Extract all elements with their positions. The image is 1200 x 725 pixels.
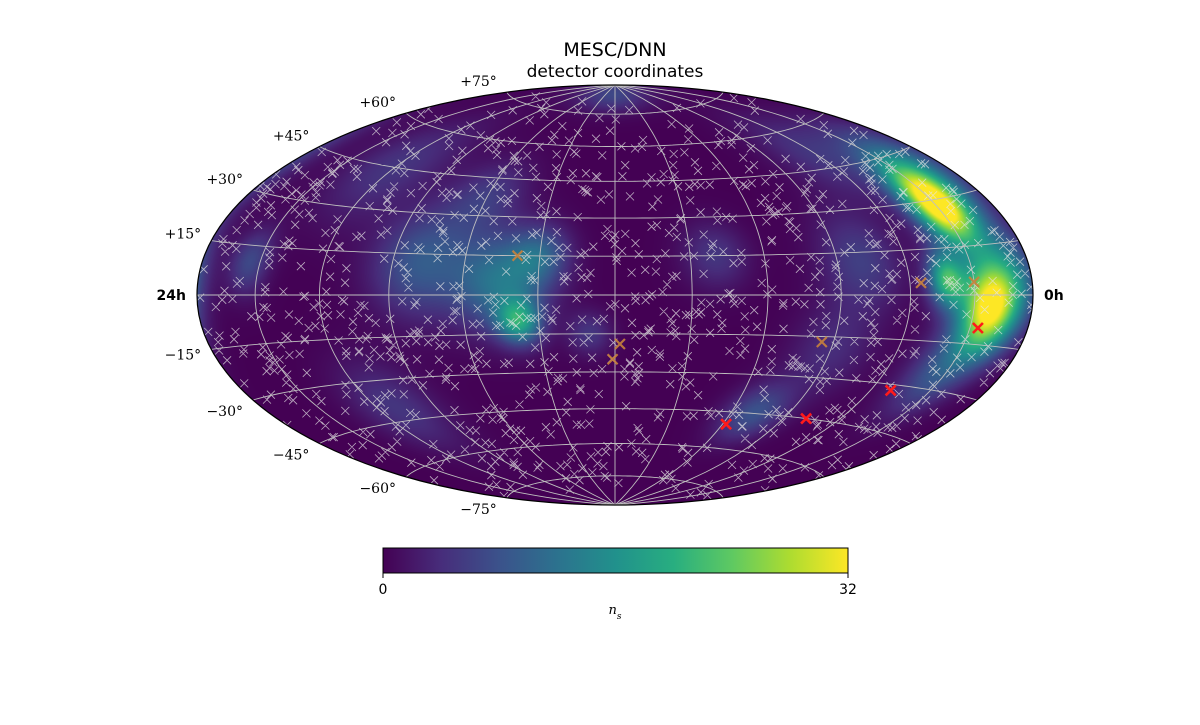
map-title: MESC/DNN — [563, 39, 666, 61]
meridian-line — [537, 85, 616, 505]
red-event-marker — [971, 322, 984, 334]
sky-map — [196, 84, 1034, 506]
meridian-line — [461, 85, 616, 505]
colorbar-title: ns — [609, 603, 622, 622]
meridian-line — [318, 85, 616, 505]
meridian-line — [254, 85, 616, 505]
orange-event-marker — [968, 276, 980, 288]
colorbar-min-label: 0 — [379, 582, 388, 598]
dec-label: −45° — [273, 448, 310, 464]
map-outline — [196, 84, 1034, 506]
highlighted-markers — [511, 249, 984, 431]
red-event-marker — [884, 384, 897, 397]
ra-label-right: 0h — [1044, 288, 1064, 304]
orange-event-marker — [915, 277, 927, 289]
orange-event-marker — [816, 336, 828, 348]
meridian-line — [388, 85, 616, 505]
orange-event-marker — [606, 353, 619, 366]
orange-event-marker — [614, 338, 626, 350]
colorbar-max-label: 32 — [839, 582, 857, 598]
dec-label: +15° — [165, 227, 202, 243]
dec-label: +45° — [273, 129, 310, 145]
meridian-line — [614, 85, 842, 505]
event-markers — [197, 92, 1033, 501]
dec-label: +60° — [359, 95, 396, 111]
map-subtitle: detector coordinates — [527, 62, 704, 82]
dec-label: +75° — [460, 74, 497, 90]
dec-label: −30° — [206, 404, 243, 420]
dec-label: −75° — [460, 502, 497, 518]
orange-event-marker — [511, 249, 524, 262]
red-event-marker — [800, 412, 813, 425]
meridian-line — [614, 85, 693, 505]
meridian-line — [614, 85, 769, 505]
red-event-marker — [720, 418, 733, 431]
coordinate-grid — [197, 85, 1033, 505]
dec-label: −60° — [359, 481, 396, 497]
dec-label: −15° — [165, 347, 202, 363]
meridian-line — [614, 85, 976, 505]
meridian-line — [614, 85, 912, 505]
ra-label-left: 24h — [157, 288, 186, 304]
background-event-crosses — [197, 92, 1033, 501]
dec-label: +30° — [206, 172, 243, 188]
colorbar: 0 32 ns — [379, 547, 857, 622]
declination-labels: +75° +60° +45° +30° +15° −15° −30° −45° −60° −75° — [165, 74, 497, 518]
colorbar-gradient — [382, 547, 849, 574]
